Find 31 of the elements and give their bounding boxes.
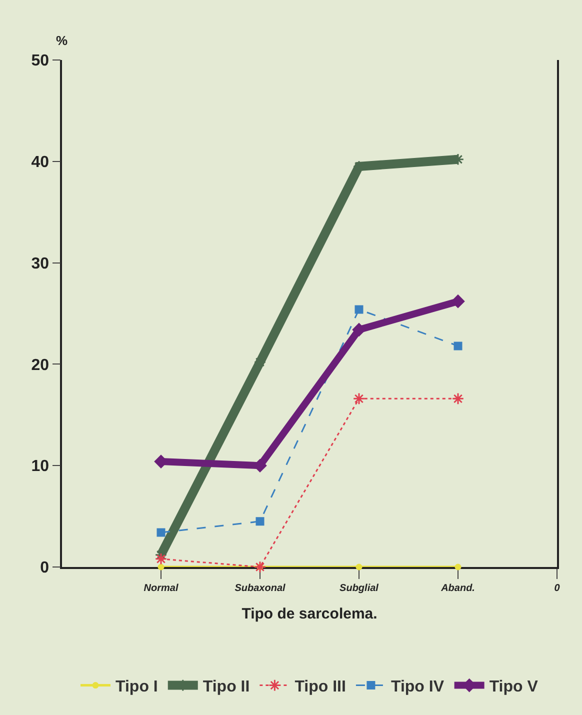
point	[454, 342, 462, 350]
point	[452, 392, 464, 405]
x-tick-label: Normal	[144, 582, 178, 594]
legend-label: Tipo III	[294, 678, 346, 696]
x-tick-label: Subglial	[340, 582, 379, 594]
x-tick-label: Aband.	[440, 582, 475, 594]
point	[156, 528, 166, 537]
legend-label: Tipo V	[489, 678, 538, 696]
y-tick-label: 20	[31, 356, 50, 374]
y-tick-label: 50	[31, 52, 50, 70]
point	[352, 323, 366, 336]
y-tick-label: 40	[31, 154, 50, 171]
point	[254, 560, 266, 574]
point	[154, 552, 168, 566]
point	[158, 564, 164, 570]
y-tick-label: 0	[40, 560, 50, 577]
x-tick-label: Subaxonal	[234, 582, 286, 594]
legend-label: Tipo II	[202, 678, 250, 696]
y-axis-title: %	[56, 33, 68, 48]
y-tick-label: 30	[31, 255, 50, 272]
x-tick-label: 0	[554, 582, 560, 594]
legend-label: Tipo IV	[390, 678, 444, 696]
y-tick-label: 10	[31, 458, 50, 476]
legend-label: Tipo I	[116, 678, 158, 696]
point	[256, 517, 264, 526]
point	[356, 564, 362, 570]
point	[352, 392, 366, 405]
point	[454, 564, 462, 570]
point	[451, 294, 465, 308]
x-axis-title: Tipo de sarcolema.	[242, 605, 378, 622]
point	[354, 305, 364, 314]
